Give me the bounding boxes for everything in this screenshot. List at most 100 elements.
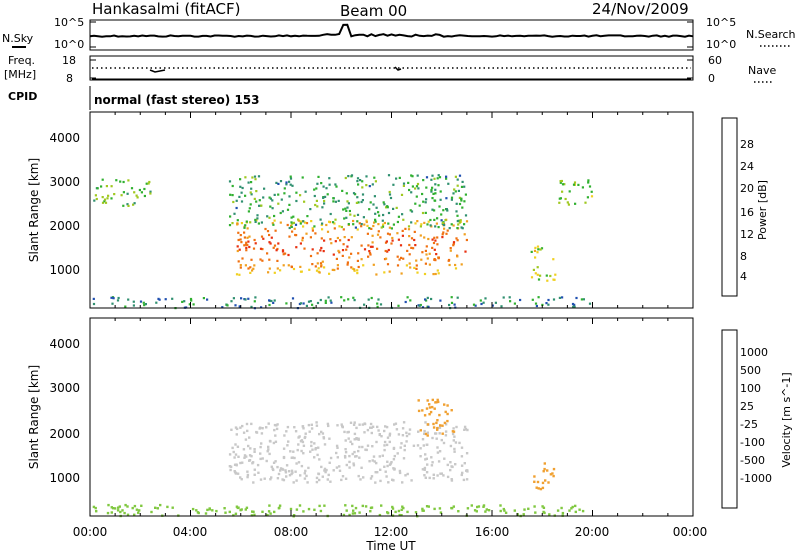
power-cell — [398, 176, 401, 179]
velocity-cell — [378, 433, 381, 437]
power-cell — [346, 245, 349, 248]
power-cell — [261, 248, 264, 251]
velocity-cell — [398, 513, 401, 517]
power-ytick-2000: 2000 — [49, 219, 80, 233]
velocity-cell — [499, 509, 502, 513]
velocity-cell — [464, 427, 468, 431]
power-cell — [282, 253, 285, 256]
velocity-cell — [533, 505, 536, 508]
power-cell — [414, 187, 417, 190]
velocity-cell — [436, 428, 439, 431]
velocity-cell — [319, 509, 323, 513]
velocity-cell — [340, 423, 343, 426]
power-cell — [338, 251, 341, 254]
power-cell — [438, 205, 441, 208]
velocity-cell — [343, 454, 347, 458]
power-cell — [268, 303, 271, 307]
power-cell — [241, 257, 244, 260]
cpid-value: normal (fast stereo) 153 — [94, 93, 260, 107]
power-cell — [149, 192, 152, 195]
power-cell — [110, 185, 113, 188]
power-cell — [396, 264, 400, 267]
velocity-cell — [322, 437, 326, 440]
power-cell — [509, 300, 512, 303]
velocity-cell — [366, 428, 370, 432]
power-cell — [383, 221, 386, 225]
power-cell — [104, 201, 108, 204]
velocity-cell — [386, 511, 389, 514]
velocity-cell — [131, 506, 134, 510]
power-cell — [348, 209, 351, 213]
velocity-cell — [302, 444, 306, 447]
velocity-cell — [279, 469, 282, 472]
power-cell — [494, 301, 497, 304]
velocity-cell — [385, 425, 389, 429]
power-cell — [343, 217, 346, 220]
noise-trace — [89, 23, 694, 38]
velocity-cell — [425, 505, 429, 508]
nsearch-tick-bottom: 10^0 — [706, 38, 736, 51]
power-cell — [341, 254, 344, 257]
velocity-cell — [310, 423, 313, 426]
velocity-cell — [244, 508, 247, 511]
power-cell — [431, 238, 434, 241]
velocity-cell — [369, 477, 373, 480]
power-cell — [443, 227, 446, 230]
power-cell — [105, 185, 108, 188]
power-cell — [103, 198, 107, 201]
power-cell — [426, 257, 429, 260]
power-cell — [386, 263, 390, 266]
power-cell — [574, 202, 577, 205]
power-cell — [285, 181, 288, 184]
power-cell — [321, 206, 324, 209]
velocity-cell — [401, 434, 405, 437]
power-cell — [460, 226, 463, 229]
velocity-cell — [92, 505, 96, 509]
velocity-cell — [450, 465, 453, 468]
velocity-cell — [243, 456, 246, 459]
velocity-cell — [438, 450, 442, 453]
velocity-cell — [126, 505, 129, 508]
power-cell — [508, 296, 511, 299]
power-cell — [401, 213, 404, 216]
power-cell — [288, 226, 291, 230]
power-cell — [240, 297, 243, 300]
power-cell — [120, 194, 123, 197]
power-cell — [328, 183, 331, 186]
power-cell — [352, 192, 356, 195]
velocity-cell — [374, 481, 377, 484]
power-cell — [434, 192, 437, 195]
x-tick-1600: 16:00 — [475, 525, 510, 539]
power-cell — [435, 222, 438, 225]
power-cell — [147, 182, 150, 185]
power-cell — [330, 242, 333, 245]
power-cell — [232, 297, 235, 300]
power-cell — [362, 216, 365, 219]
power-cell — [273, 214, 276, 218]
power-cell — [433, 199, 436, 202]
power-cell — [568, 190, 571, 193]
power-cell — [366, 232, 369, 235]
power-cell — [437, 257, 440, 260]
velocity-cell — [274, 434, 277, 437]
power-cell — [266, 252, 269, 255]
power-cell — [143, 194, 146, 198]
velocity-cell — [236, 445, 240, 448]
velocity-cell — [552, 467, 556, 471]
velocity-cell — [370, 475, 374, 478]
velocity-cell — [364, 448, 367, 451]
power-cell — [491, 304, 494, 307]
velocity-cell — [388, 434, 391, 437]
power-cell — [254, 218, 257, 221]
power-cell — [290, 224, 293, 227]
velocity-cell — [246, 473, 250, 477]
velocity-cell — [452, 427, 455, 430]
power-cell — [192, 303, 195, 306]
power-cell — [406, 296, 409, 299]
power-cell — [338, 225, 341, 228]
power-cell — [289, 177, 293, 180]
velocity-cell — [393, 467, 396, 471]
velocity-cell — [297, 461, 301, 464]
power-cell — [101, 201, 105, 204]
velocity-cell — [353, 450, 356, 454]
